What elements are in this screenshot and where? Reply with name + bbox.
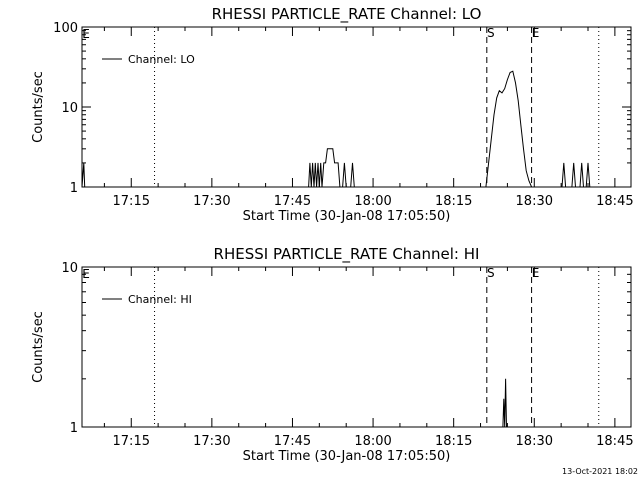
marker-label-s: S: [487, 266, 495, 280]
legend-label: Channel: HI: [128, 293, 192, 306]
x-tick-label: 17:15: [113, 194, 150, 209]
x-tick-label: 18:45: [596, 434, 633, 449]
marker-label-e: E: [532, 26, 540, 40]
x-tick-label: 18:45: [596, 194, 633, 209]
x-axis-label: Start Time (30-Jan-08 17:05:50): [243, 449, 451, 464]
x-tick-label: 18:00: [354, 194, 391, 209]
chart-panels: RHESSI PARTICLE_RATE Channel: LO 17:15 17:…: [31, 5, 634, 464]
series-line-1: [502, 378, 507, 428]
y-axis-label: Counts/sec: [31, 311, 46, 383]
x-tick-label: 18:30: [516, 194, 553, 209]
x-axis-label: Start Time (30-Jan-08 17:05:50): [243, 209, 451, 224]
edge-marker-label: E: [82, 267, 90, 281]
y-axis-label: Counts/sec: [31, 71, 46, 143]
legend-label: Channel: LO: [128, 53, 195, 66]
x-tick-label: 18:15: [435, 194, 472, 209]
y-tick-label: 1: [70, 421, 78, 436]
chart-panel-1: RHESSI PARTICLE_RATE Channel: LO 17:15 17:…: [31, 5, 634, 224]
x-tick-label: 18:00: [354, 434, 391, 449]
chart-title: RHESSI PARTICLE_RATE Channel: LO: [212, 5, 482, 24]
x-tick-label: 17:45: [274, 194, 311, 209]
marker-label-s: S: [487, 26, 495, 40]
x-tick-label: 17:45: [274, 434, 311, 449]
chart-panel-2: RHESSI PARTICLE_RATE Channel: HI 17:15 17:…: [31, 245, 634, 464]
x-tick-label: 18:30: [516, 434, 553, 449]
x-tick-label: 17:30: [193, 434, 230, 449]
series-line-1: [81, 70, 591, 188]
marker-label-e: E: [532, 266, 540, 280]
plot-frame: [81, 266, 632, 428]
x-tick-label: 18:15: [435, 434, 472, 449]
x-tick-label: 17:30: [193, 194, 230, 209]
y-tick-label: 1: [70, 181, 78, 196]
x-tick-label: 17:15: [113, 434, 150, 449]
footer-timestamp: 13-Oct-2021 18:02: [562, 467, 638, 476]
y-tick-label: 10: [61, 261, 78, 276]
y-tick-label: 10: [61, 101, 78, 116]
chart-title: RHESSI PARTICLE_RATE Channel: HI: [214, 245, 480, 264]
edge-marker-label: E: [82, 27, 90, 41]
y-tick-label: 100: [53, 21, 78, 36]
